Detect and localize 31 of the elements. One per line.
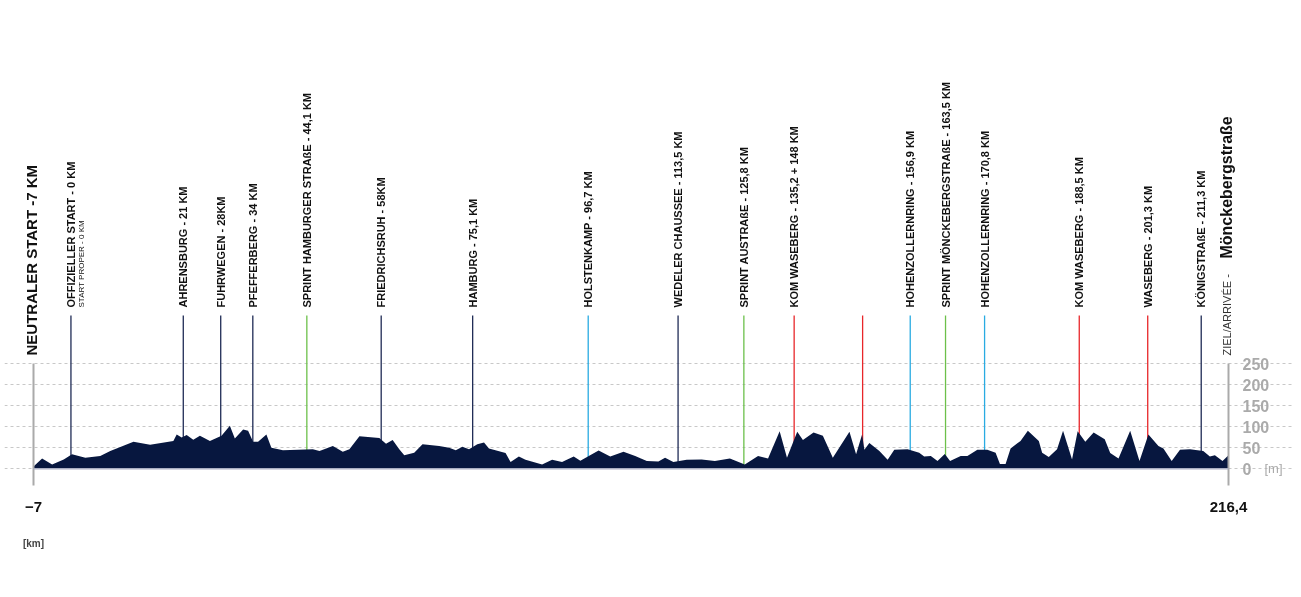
text: START PROPER - 0 KM xyxy=(77,220,87,308)
ref-line-label: HOHENZOLLERNRING - 156,9 KM xyxy=(904,130,917,308)
ref-line-label: WEDELER CHAUSSEE - 113,5 KM xyxy=(672,131,685,308)
y-tick-label: 150 xyxy=(1242,397,1270,415)
text: Mönckebergstraße xyxy=(1218,116,1235,259)
y-tick-label: 50 xyxy=(1242,439,1261,457)
y-tick-label: 200 xyxy=(1242,376,1270,394)
ref-line-label: WASEBERG - 201,3 KM xyxy=(1141,185,1154,308)
ref-line-label: KOM WASEBERG - 135,2 + 148 KM xyxy=(788,126,801,308)
text: ZIEL/ARRIVÉE - xyxy=(1220,273,1233,356)
x-axis-title: [km] xyxy=(22,537,45,549)
ref-line-label: SPRINT MÖNCKEBERGSTRAßE - 163,5 KM xyxy=(939,81,952,308)
x-tick-label: 216,4 xyxy=(1209,497,1248,515)
ref-line-label: AHRENSBURG - 21 KM xyxy=(177,186,190,308)
y-axis-title: [m] xyxy=(1264,461,1283,477)
x-tick-label: −7 xyxy=(24,497,43,515)
ref-line-label: SPRINT AUSTRAßE - 125,8 KM xyxy=(737,147,750,308)
y-tick-label: 250 xyxy=(1242,355,1270,373)
ref-line-label: KOM WASEBERG - 188,5 KM xyxy=(1073,157,1086,308)
ref-line-label: HAMBURG - 75,1 KM xyxy=(466,198,479,308)
y-tick-label: 100 xyxy=(1242,418,1270,436)
ref-line-label: HOHENZOLLERNRING - 170,8 KM xyxy=(978,130,991,308)
ref-line-label: FUHRWEGEN - 28KM xyxy=(214,196,227,308)
y-tick-label: 0 xyxy=(1242,460,1252,478)
ref-line-label: OFFIZIELLER START - 0 KM xyxy=(64,161,77,308)
ref-line-label: KÖNIGSTRAßE - 211,3 KM xyxy=(1195,170,1208,308)
ref-line-label: PFEFFERBERG - 34 KM xyxy=(246,183,259,308)
ref-line-label: HOLSTENKAMP - 96,7 KM xyxy=(582,171,595,308)
ref-line-label: FRIEDRICHSRUH - 58KM xyxy=(375,177,388,308)
ref-line-label: SPRINT HAMBURGER STRAßE - 44,1 KM xyxy=(300,92,313,308)
text: NEUTRALER START -7 KM xyxy=(23,164,40,356)
